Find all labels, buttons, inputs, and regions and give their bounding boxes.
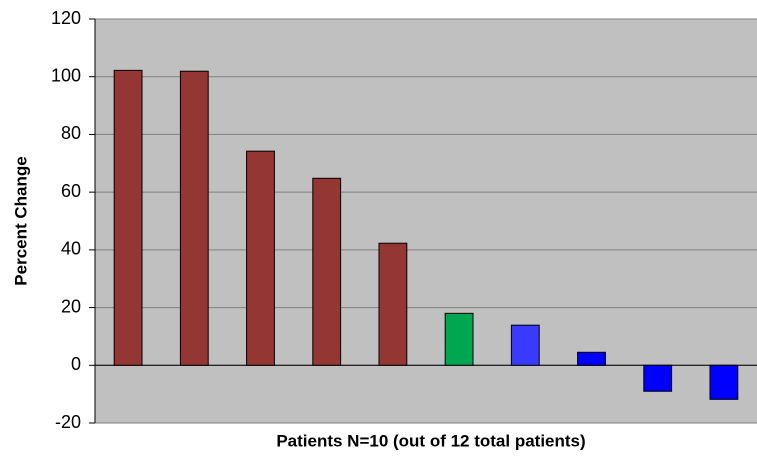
bar (378, 242, 408, 366)
y-tick-label: 120 (51, 8, 81, 28)
bar (510, 324, 540, 366)
y-tick-label: 0 (71, 354, 81, 374)
y-tick-label: 80 (61, 123, 81, 143)
y-tick-label: 60 (61, 181, 81, 201)
bar (312, 177, 342, 366)
bar (577, 351, 606, 366)
y-tick-label: -20 (55, 412, 81, 432)
y-tick-label: 20 (61, 296, 81, 316)
y-axis-title: Percent Change (11, 156, 30, 285)
y-tick-label: 100 (51, 65, 81, 85)
bar (113, 69, 143, 366)
bar (179, 70, 209, 366)
y-tick-label: 40 (61, 239, 81, 259)
bar (643, 364, 673, 392)
bar (444, 312, 474, 366)
bar (709, 364, 739, 400)
x-axis-title: Patients N=10 (out of 12 total patients) (276, 431, 585, 450)
bar (246, 150, 275, 366)
